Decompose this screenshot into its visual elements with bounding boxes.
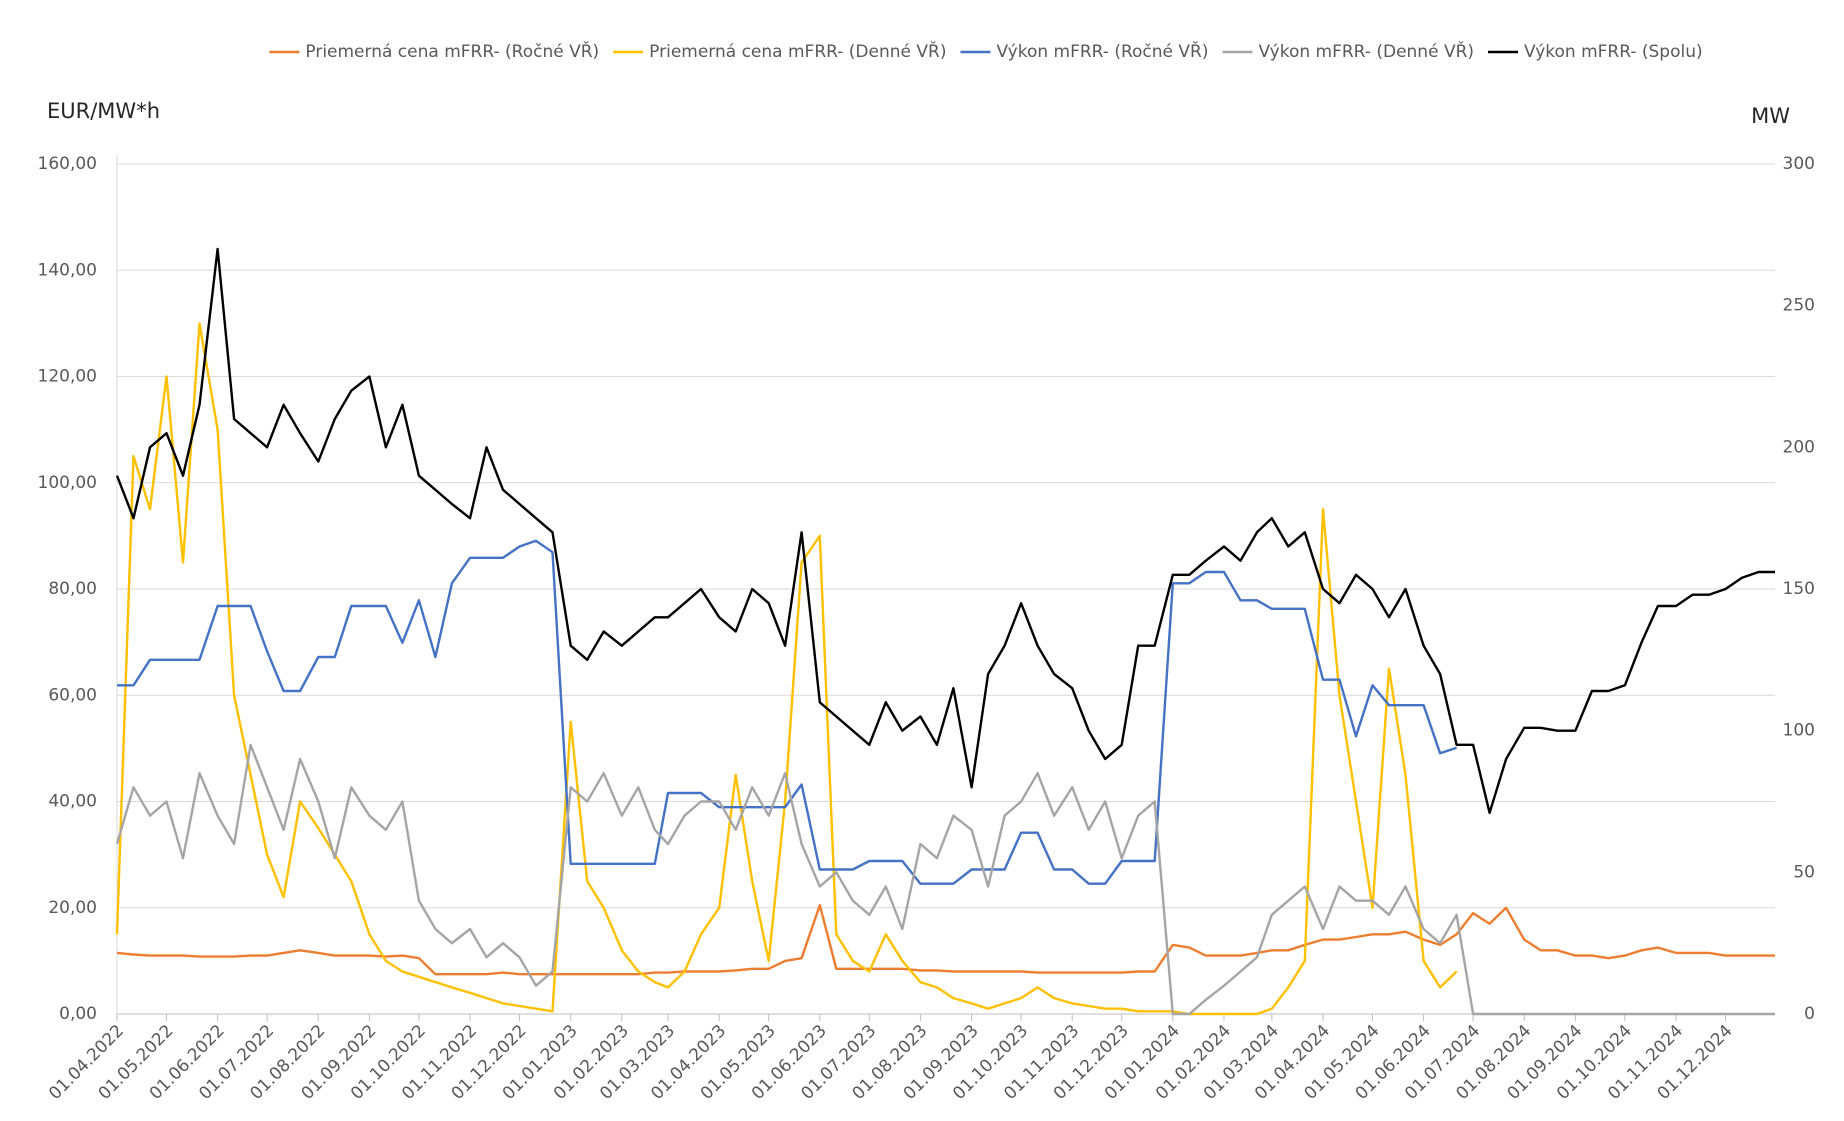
legend-label: Výkon mFRR- (Denné VŘ) (1258, 40, 1474, 62)
y-tick-label: 0,00 (59, 1004, 97, 1024)
y-tick-label: 20,00 (48, 898, 97, 918)
y2-tick-label: 150 (1783, 579, 1815, 599)
y2-tick-label: 0 (1804, 1004, 1815, 1024)
series-line (115, 322, 1458, 1016)
legend-label: Priemerná cena mFRR- (Ročné VŘ) (305, 40, 599, 62)
y2-tick-label: 50 (1793, 862, 1815, 882)
y-tick-label: 40,00 (48, 792, 97, 812)
legend-label: Výkon mFRR- (Spolu) (1524, 42, 1703, 62)
y2-tick-label: 100 (1783, 721, 1815, 741)
y-tick-label: 120,00 (38, 367, 97, 387)
y-tick-label: 100,00 (38, 473, 97, 493)
series-line (115, 743, 1775, 1016)
series-line (116, 903, 1775, 976)
y-tick-label: 60,00 (48, 685, 97, 705)
legend-label: Priemerná cena mFRR- (Denné VŘ) (649, 40, 946, 62)
series-line (117, 539, 1457, 885)
y2-tick-label: 300 (1783, 154, 1815, 174)
series-line (115, 247, 1775, 814)
legend-label: Výkon mFRR- (Ročné VŘ) (996, 40, 1208, 62)
y-tick-label: 160,00 (38, 154, 97, 174)
y2-tick-label: 250 (1783, 296, 1815, 316)
y2-axis-label: MW (1751, 104, 1790, 128)
y-tick-label: 140,00 (38, 260, 97, 280)
y-tick-label: 80,00 (48, 579, 97, 599)
y2-tick-label: 200 (1783, 437, 1815, 457)
y-axis-label: EUR/MW*h (47, 99, 160, 123)
